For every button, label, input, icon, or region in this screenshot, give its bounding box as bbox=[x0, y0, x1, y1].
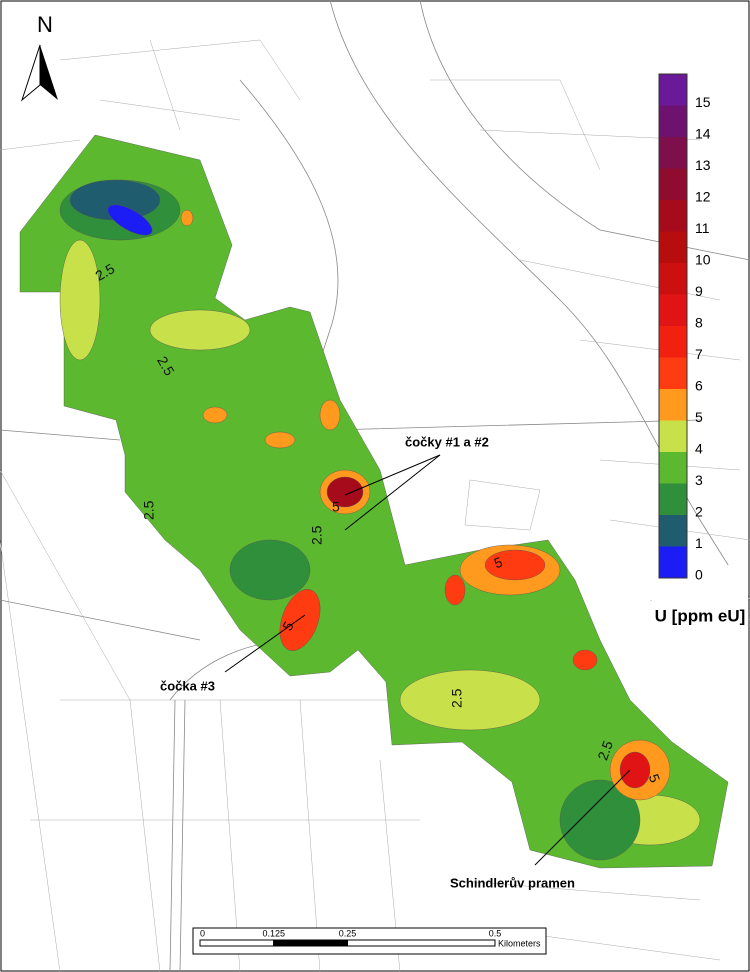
scale-segment bbox=[347, 939, 496, 947]
legend-band bbox=[659, 137, 687, 169]
legend-tick-label: 5 bbox=[695, 409, 703, 425]
scale-segment bbox=[199, 939, 275, 947]
contour-label: 2.5 bbox=[141, 500, 157, 520]
uranium-surface bbox=[19, 134, 729, 869]
legend-frame bbox=[658, 73, 688, 579]
north-label: N bbox=[37, 12, 53, 37]
legend-tick-label: 9 bbox=[695, 283, 703, 299]
scale-tick-label: 0.25 bbox=[339, 928, 357, 938]
scale-segment bbox=[273, 939, 348, 947]
legend-title: U [ppm eU] bbox=[655, 606, 746, 625]
legend-band bbox=[659, 168, 687, 200]
legend-band bbox=[659, 200, 687, 232]
legend-band bbox=[659, 231, 687, 263]
legend-band bbox=[659, 546, 687, 578]
legend-tick-label: 7 bbox=[695, 346, 703, 362]
annotation: Schindlerův pramen bbox=[450, 875, 575, 890]
legend-band bbox=[659, 483, 687, 515]
legend-band bbox=[659, 326, 687, 358]
contour-label: 5 bbox=[332, 499, 340, 515]
legend-band bbox=[659, 420, 687, 452]
legend-band bbox=[659, 515, 687, 547]
legend-tick-label: 1 bbox=[695, 535, 703, 551]
legend-band bbox=[659, 452, 687, 484]
scale-tick-label: 0.125 bbox=[262, 928, 285, 938]
legend-tick-label: 3 bbox=[695, 472, 703, 488]
scale-tick-label: 0 bbox=[200, 928, 205, 938]
legend-tick-label: 12 bbox=[695, 189, 711, 205]
leader-lines bbox=[224, 454, 631, 866]
legend-tick-label: 10 bbox=[695, 252, 711, 268]
annotation: čočky #1 a #2 bbox=[405, 434, 489, 449]
legend-tick-label: 14 bbox=[695, 126, 711, 142]
contour-label: 2.5 bbox=[594, 738, 616, 762]
legend-tick-label: 2 bbox=[695, 504, 703, 520]
scale-unit: Kilometers bbox=[498, 938, 541, 948]
legend-tick-label: 11 bbox=[695, 220, 710, 236]
legend-band bbox=[659, 74, 687, 106]
legend-tick-label: 13 bbox=[695, 157, 711, 173]
north-arrow: N bbox=[20, 12, 58, 102]
legend-band bbox=[659, 357, 687, 389]
scale-tick-label: 0.5 bbox=[489, 928, 502, 938]
legend-band bbox=[659, 105, 687, 137]
legend-tick-label: 4 bbox=[695, 441, 703, 457]
contour-label: 2.5 bbox=[449, 688, 465, 708]
legend-band bbox=[659, 263, 687, 295]
legend-band bbox=[659, 389, 687, 421]
annotation: čočka #3 bbox=[160, 678, 215, 693]
legend-tick-label: 6 bbox=[695, 378, 703, 394]
legend-tick-label: 8 bbox=[695, 315, 703, 331]
contour-label: 2.5 bbox=[309, 525, 325, 545]
legend-tick-label: 15 bbox=[695, 94, 711, 110]
legend-tick-label: 0 bbox=[695, 567, 703, 583]
legend-band bbox=[659, 294, 687, 326]
